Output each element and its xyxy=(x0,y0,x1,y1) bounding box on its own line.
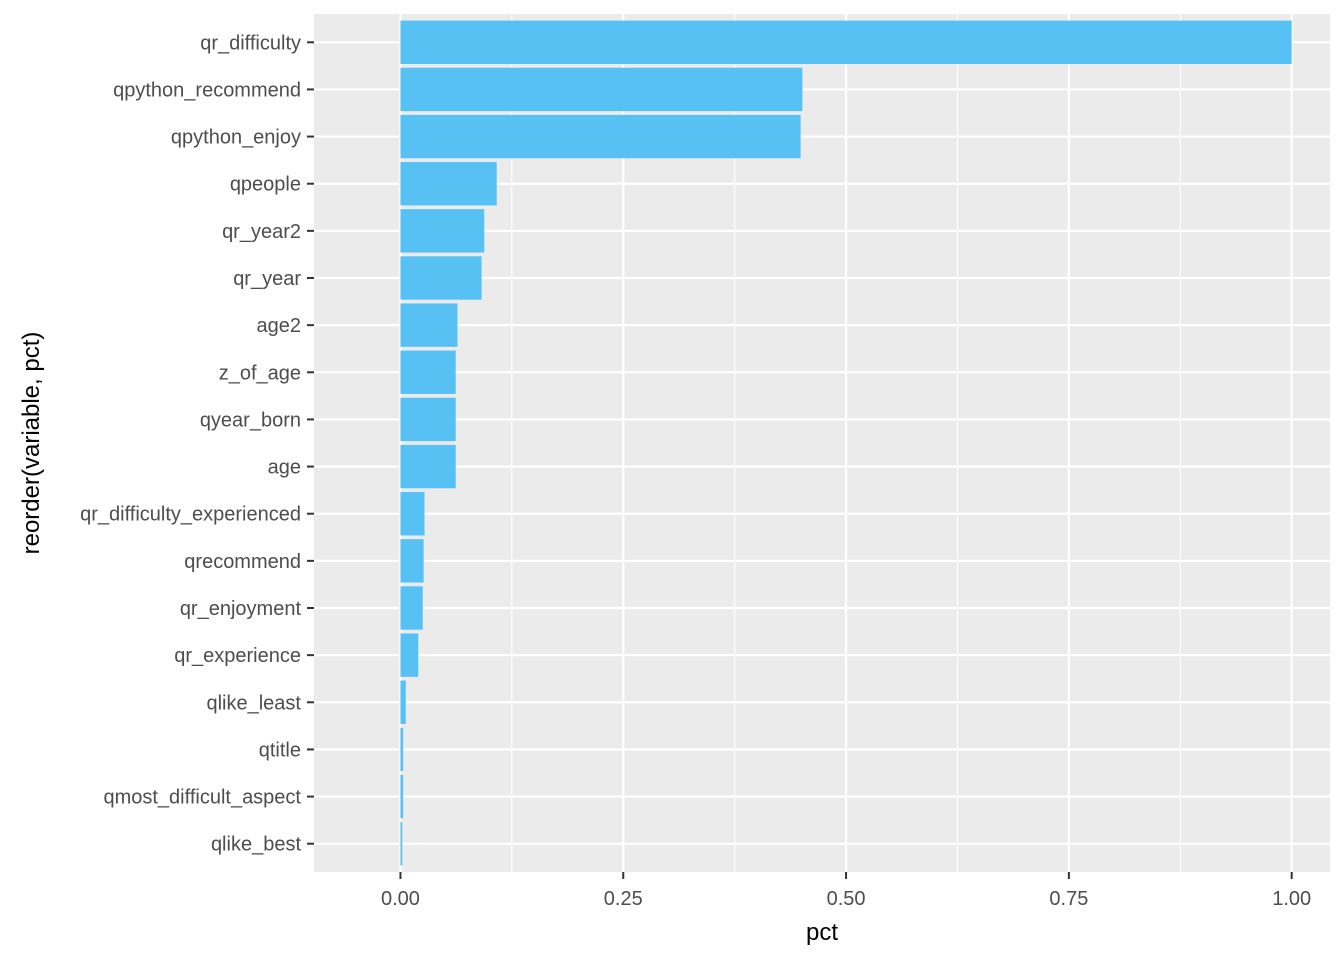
y-tick-label: qlike_least xyxy=(206,692,301,714)
bar xyxy=(400,20,1292,64)
bar xyxy=(400,444,456,489)
x-tick-label: 0.50 xyxy=(827,888,866,910)
bar xyxy=(400,67,803,112)
x-tick-label: 1.00 xyxy=(1272,888,1311,910)
y-tick-label: qrecommend xyxy=(184,551,301,573)
bar xyxy=(400,492,425,536)
bar xyxy=(400,633,419,677)
y-tick-label: qpeople xyxy=(230,174,301,196)
y-tick-label: qr_year2 xyxy=(222,221,301,243)
bar xyxy=(400,774,404,819)
bar xyxy=(400,209,485,253)
y-tick-label: z_of_age xyxy=(219,362,301,384)
x-tick-label: 0.25 xyxy=(604,888,643,910)
y-tick-label: qtitle xyxy=(259,739,301,761)
y-tick-label: qpython_enjoy xyxy=(171,127,301,149)
bar xyxy=(400,680,406,724)
bar xyxy=(400,162,497,206)
bar xyxy=(400,727,404,772)
y-tick-label: qr_year xyxy=(233,268,301,290)
y-axis-title: reorder(variable, pct) xyxy=(18,332,45,555)
y-tick-label: qr_difficulty_experienced xyxy=(80,504,301,526)
y-tick-label: qr_enjoyment xyxy=(180,598,302,620)
x-axis-title: pct xyxy=(806,919,838,946)
y-axis: qr_difficulty qpython_recommend qpython_en… xyxy=(80,32,314,856)
bars xyxy=(400,20,1292,866)
bar xyxy=(400,397,456,442)
bar xyxy=(400,822,403,866)
y-tick-label: qr_experience xyxy=(174,645,301,667)
y-tick-label: qpython_recommend xyxy=(113,79,301,101)
x-tick-label: 0.75 xyxy=(1049,888,1088,910)
bar xyxy=(400,256,482,300)
bar xyxy=(400,303,458,347)
bar xyxy=(400,539,424,583)
x-axis: 0.00 0.25 0.50 0.75 1.00 xyxy=(381,872,1311,910)
y-tick-label: qlike_best xyxy=(211,834,302,856)
y-tick-label: qmost_difficult_aspect xyxy=(103,787,301,809)
bar xyxy=(400,114,801,159)
x-tick-label: 0.00 xyxy=(381,888,420,910)
y-tick-label: qyear_born xyxy=(200,409,301,431)
bar xyxy=(400,350,456,394)
y-tick-label: qr_difficulty xyxy=(200,32,301,54)
y-tick-label: age xyxy=(268,457,301,479)
y-tick-label: age2 xyxy=(257,315,302,337)
bar xyxy=(400,586,423,630)
